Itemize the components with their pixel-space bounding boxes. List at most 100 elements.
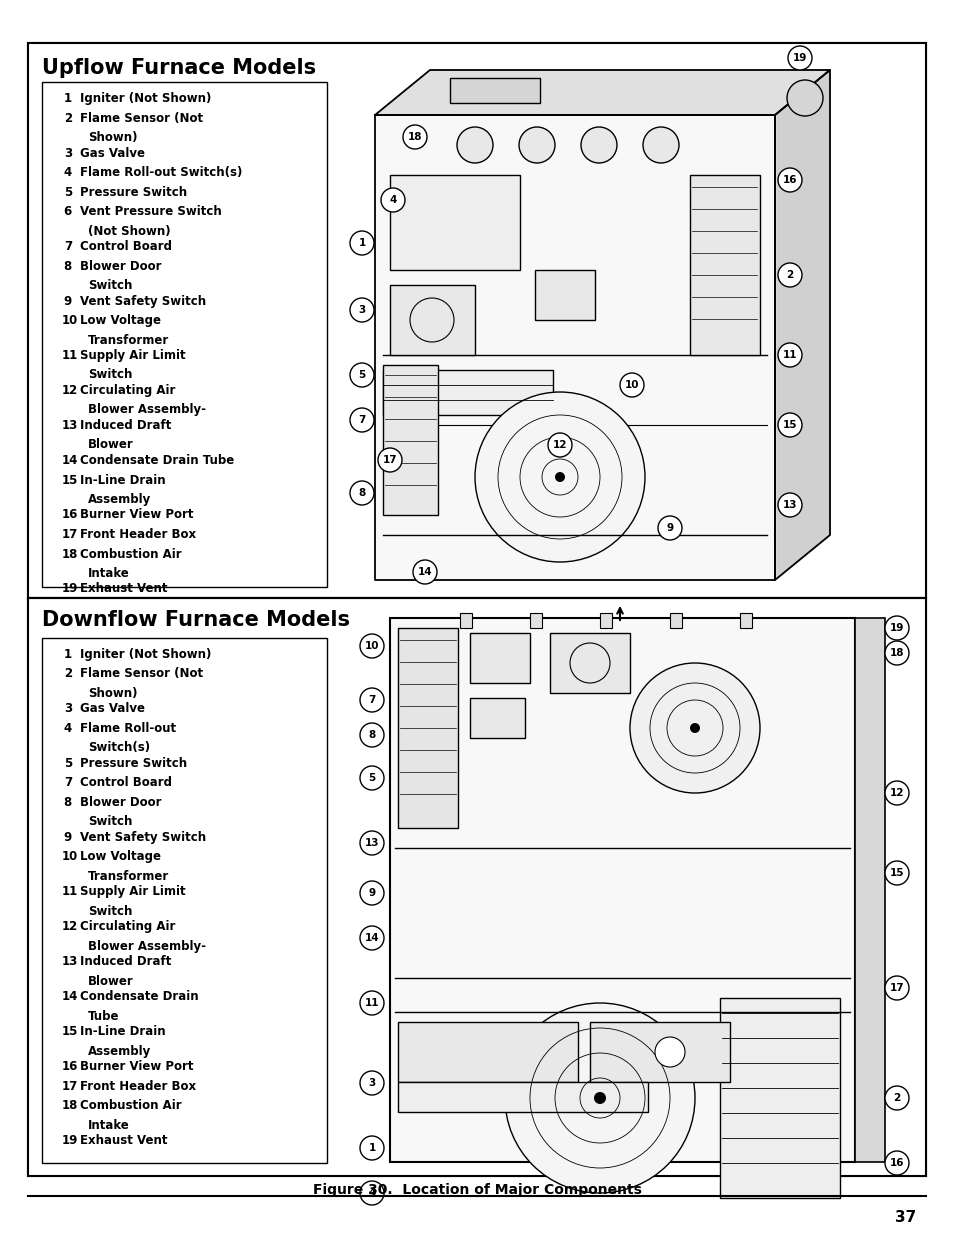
Text: Flame Sensor (Not: Flame Sensor (Not	[80, 667, 203, 680]
Text: Switch: Switch	[88, 279, 132, 291]
Text: Burner View Port: Burner View Port	[80, 509, 193, 521]
Text: Upflow Furnace Models: Upflow Furnace Models	[42, 58, 315, 78]
Text: 14: 14	[417, 567, 432, 577]
Text: (Not Shown): (Not Shown)	[88, 225, 171, 237]
Text: Shown): Shown)	[88, 687, 137, 700]
Circle shape	[359, 688, 384, 713]
Text: 12: 12	[62, 920, 78, 934]
Text: 16: 16	[62, 1061, 78, 1073]
Bar	[470, 634, 530, 683]
Text: 15: 15	[781, 420, 797, 430]
Bar	[459, 613, 472, 629]
Text: 10: 10	[62, 851, 78, 863]
Bar	[669, 613, 681, 629]
Text: Vent Safety Switch: Vent Safety Switch	[80, 831, 206, 844]
Text: 37: 37	[894, 1210, 915, 1225]
Text: 15: 15	[62, 473, 78, 487]
Bar	[390, 618, 854, 1162]
Text: 12: 12	[889, 788, 903, 798]
Text: 10: 10	[364, 641, 379, 651]
Circle shape	[402, 125, 427, 149]
Text: Assembly: Assembly	[88, 1045, 152, 1058]
Bar	[397, 1023, 578, 1082]
Text: 4: 4	[64, 722, 71, 735]
Text: Supply Air Limit: Supply Air Limit	[80, 885, 186, 899]
Polygon shape	[774, 70, 829, 580]
Text: 4: 4	[368, 1188, 375, 1198]
Text: 14: 14	[364, 932, 379, 944]
Text: 16: 16	[889, 1158, 903, 1168]
Bar	[689, 175, 760, 354]
Text: 11: 11	[62, 350, 78, 362]
Bar	[720, 998, 840, 1198]
Text: 7: 7	[64, 777, 71, 789]
Bar	[599, 613, 612, 629]
Text: Intake: Intake	[88, 1119, 130, 1132]
Text: Tube: Tube	[88, 1010, 119, 1023]
Bar	[535, 270, 595, 320]
Text: 19: 19	[889, 622, 903, 634]
Text: 18: 18	[62, 1099, 78, 1113]
Text: Blower: Blower	[88, 974, 133, 988]
Text: Switch: Switch	[88, 368, 132, 382]
Text: 13: 13	[781, 500, 797, 510]
Text: Vent Pressure Switch: Vent Pressure Switch	[80, 205, 221, 219]
Circle shape	[580, 127, 617, 163]
Bar	[42, 82, 327, 587]
Circle shape	[413, 559, 436, 584]
Text: Transformer: Transformer	[88, 333, 169, 347]
Circle shape	[359, 1181, 384, 1205]
Circle shape	[359, 926, 384, 950]
Circle shape	[350, 408, 374, 432]
Circle shape	[778, 493, 801, 517]
Circle shape	[689, 722, 700, 734]
Text: Vent Safety Switch: Vent Safety Switch	[80, 294, 206, 308]
Bar	[390, 285, 475, 354]
Circle shape	[359, 1071, 384, 1095]
Text: Blower Assembly-: Blower Assembly-	[88, 404, 206, 416]
Text: Blower Assembly-: Blower Assembly-	[88, 940, 206, 953]
Circle shape	[778, 263, 801, 287]
Text: 3: 3	[64, 147, 71, 159]
Text: 7: 7	[368, 695, 375, 705]
Text: 19: 19	[792, 53, 806, 63]
Polygon shape	[375, 115, 774, 580]
Bar	[382, 366, 437, 515]
Text: Figure 30.  Location of Major Components: Figure 30. Location of Major Components	[313, 1183, 640, 1197]
Text: Low Voltage: Low Voltage	[80, 314, 161, 327]
Text: 7: 7	[64, 240, 71, 253]
Text: Downflow Furnace Models: Downflow Furnace Models	[42, 610, 350, 630]
Bar	[28, 43, 925, 598]
Text: 5: 5	[64, 185, 71, 199]
Circle shape	[359, 881, 384, 905]
Text: 12: 12	[552, 440, 567, 450]
Text: 8: 8	[358, 488, 365, 498]
Text: 18: 18	[889, 648, 903, 658]
Polygon shape	[375, 70, 829, 115]
Text: Condensate Drain: Condensate Drain	[80, 990, 198, 1004]
Bar	[530, 613, 541, 629]
Text: 3: 3	[368, 1078, 375, 1088]
Text: Front Header Box: Front Header Box	[80, 1079, 196, 1093]
Text: 17: 17	[62, 529, 78, 541]
Circle shape	[629, 663, 760, 793]
Circle shape	[359, 990, 384, 1015]
Circle shape	[475, 391, 644, 562]
Text: Flame Roll-out Switch(s): Flame Roll-out Switch(s)	[80, 165, 242, 179]
Text: 1: 1	[64, 648, 71, 661]
Text: 16: 16	[62, 509, 78, 521]
Text: 10: 10	[624, 380, 639, 390]
Circle shape	[658, 516, 681, 540]
Text: Flame Sensor (Not: Flame Sensor (Not	[80, 111, 203, 125]
Text: Switch: Switch	[88, 815, 132, 829]
Text: 7: 7	[358, 415, 365, 425]
Bar	[382, 370, 553, 415]
Text: 18: 18	[407, 132, 422, 142]
Text: Intake: Intake	[88, 567, 130, 580]
Circle shape	[884, 781, 908, 805]
Circle shape	[778, 168, 801, 191]
Text: Assembly: Assembly	[88, 493, 152, 506]
Text: Blower Door: Blower Door	[80, 797, 161, 809]
Text: 2: 2	[892, 1093, 900, 1103]
Text: In-Line Drain: In-Line Drain	[80, 1025, 166, 1039]
